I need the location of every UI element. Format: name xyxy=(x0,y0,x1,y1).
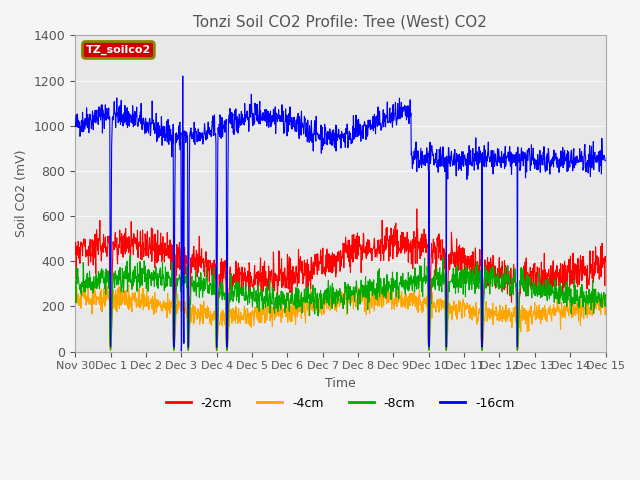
Text: TZ_soilco2: TZ_soilco2 xyxy=(86,45,151,55)
Y-axis label: Soil CO2 (mV): Soil CO2 (mV) xyxy=(15,150,28,237)
X-axis label: Time: Time xyxy=(325,377,356,390)
Legend: -2cm, -4cm, -8cm, -16cm: -2cm, -4cm, -8cm, -16cm xyxy=(161,392,520,415)
Title: Tonzi Soil CO2 Profile: Tree (West) CO2: Tonzi Soil CO2 Profile: Tree (West) CO2 xyxy=(193,15,487,30)
